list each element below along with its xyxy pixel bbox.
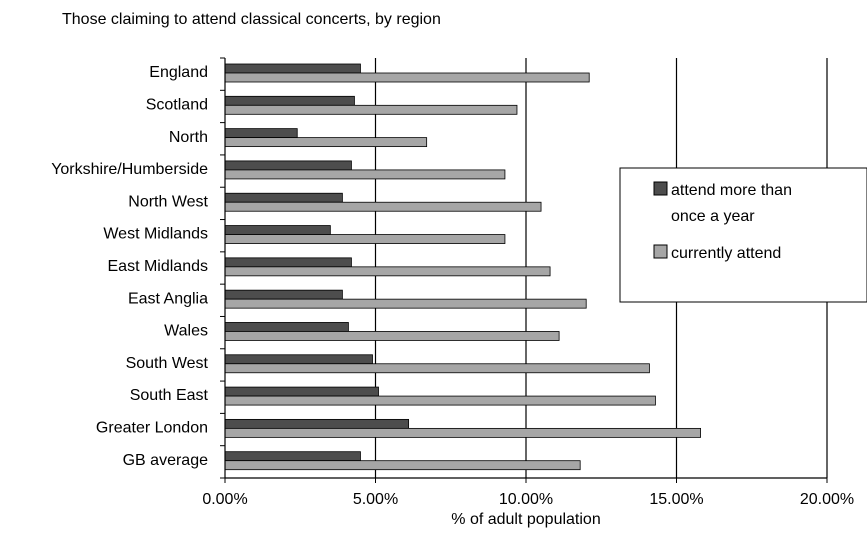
bar-north-currently-attend [224,137,428,148]
bar-wales-more-than-once [224,322,349,332]
bar-yorkshire-humberside-more-than-once [224,160,352,171]
x-axis-title: % of adult population [451,511,600,528]
category-label-north-west: North West [128,193,208,210]
bar-south-east-more-than-once [224,386,379,397]
category-label-wales: Wales [164,323,208,340]
bar-east-midlands-currently-attend [224,266,551,277]
axes [220,57,828,483]
category-label-west-midlands: West Midlands [103,226,208,243]
legend-label-currently-attend: currently attend [671,245,781,262]
x-tick-label: 20.00% [800,491,854,508]
x-tick-label: 10.00% [499,491,553,508]
category-label-east-anglia: East Anglia [128,290,208,307]
bar-east-midlands-more-than-once [224,257,352,268]
category-label-south-east: South East [130,387,209,404]
bar-england-more-than-once [224,63,361,74]
bar-west-midlands-currently-attend [224,234,506,244]
category-label-south-west: South West [126,355,209,372]
bar-east-anglia-more-than-once [224,289,343,300]
bar-south-west-currently-attend [224,363,650,374]
category-label-scotland: Scotland [146,96,208,113]
bar-south-east-currently-attend [224,395,656,406]
x-tick-label: 0.00% [202,491,247,508]
legend-swatch-attend-more-than-once [653,181,668,196]
category-label-gb-average: GB average [123,452,208,469]
bar-north-west-currently-attend [224,201,542,212]
chart-title: Those claiming to attend classical conce… [62,11,441,28]
bar-north-west-more-than-once [224,192,343,203]
bar-greater-london-more-than-once [224,418,410,429]
category-labels: England Scotland North Yorkshire/Humberside… [51,64,208,469]
category-label-yorkshire-humberside: Yorkshire/Humberside [51,161,208,178]
category-label-england: England [149,64,208,81]
legend: attend more than once a year currently a… [619,167,867,303]
bar-west-midlands-more-than-once [224,225,331,235]
bar-greater-london-currently-attend [224,427,701,438]
category-label-east-midlands: East Midlands [108,258,209,275]
bar-east-anglia-currently-attend [224,298,587,309]
category-label-north: North [169,129,208,146]
bar-scotland-more-than-once [224,95,355,106]
bar-gb-average-more-than-once [224,451,361,462]
bar-south-west-more-than-once [224,354,373,365]
x-tick-labels: 0.00% 5.00% 10.00% 15.00% 20.00% [202,491,854,508]
x-tick-label: 15.00% [649,491,703,508]
legend-label-attend-more-than-once-line2: once a year [671,208,755,225]
bar-gb-average-currently-attend [224,460,581,471]
bar-scotland-currently-attend [224,104,518,115]
x-tick-label: 5.00% [353,491,398,508]
legend-swatch-currently-attend [653,244,668,259]
legend-label-attend-more-than-once: attend more than [671,182,792,199]
bar-wales-currently-attend [224,331,560,341]
bar-north-more-than-once [224,128,298,139]
category-label-greater-london: Greater London [96,420,208,437]
bar-yorkshire-humberside-currently-attend [224,169,506,180]
bar-england-currently-attend [224,72,590,83]
